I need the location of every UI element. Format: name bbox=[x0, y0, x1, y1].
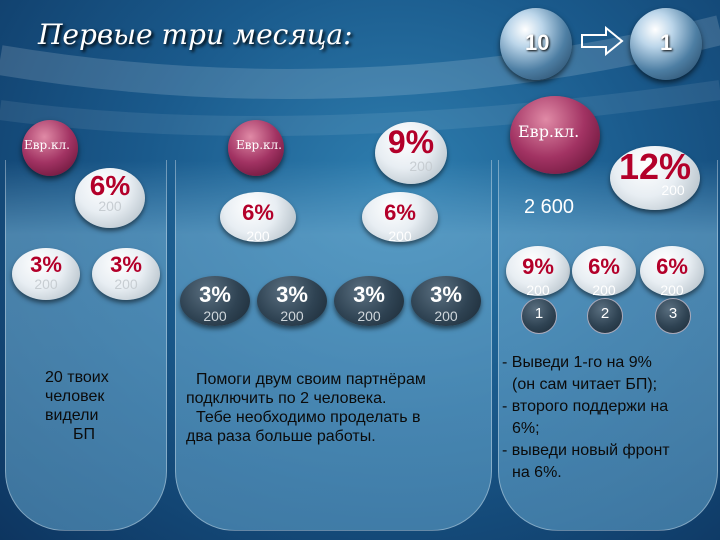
panel2-bottom-pct: 3% bbox=[430, 282, 462, 307]
panel1-mid-pct: 6% bbox=[89, 170, 131, 201]
panel3-text-line: (он сам читает БП); bbox=[512, 376, 658, 393]
panel3-num-3: 3 bbox=[655, 298, 691, 334]
panel1-mid-bubble: 6% 200 bbox=[75, 168, 145, 228]
panel2-bottom-bubble-4: 3% 200 bbox=[411, 276, 481, 326]
panel1-text-line: БП bbox=[73, 426, 95, 443]
nav-orb-left-label: 10 bbox=[525, 30, 550, 55]
panel2-bottom-amt: 200 bbox=[203, 308, 227, 324]
panel3-row-bubble-1: 9% 200 bbox=[506, 246, 570, 298]
panel2-bottom-amt: 200 bbox=[434, 308, 458, 324]
panel2-bottom-bubble-3: 3% 200 bbox=[334, 276, 404, 326]
panel2-evr-badge: Евр.кл. bbox=[228, 120, 284, 176]
panel2-bottom-amt: 200 bbox=[357, 308, 381, 324]
panel3-top-pct: 12% bbox=[618, 146, 692, 187]
panel2-midleft-bubble: 6% 200 bbox=[220, 192, 296, 244]
panel1-mid-amt: 200 bbox=[98, 198, 122, 214]
nav-orb-right-label: 1 bbox=[660, 30, 673, 55]
panel3-top-bubble: 12% 200 bbox=[610, 146, 700, 210]
panel1-left-amt: 200 bbox=[34, 276, 58, 292]
panel2-midright-bubble: 6% 200 bbox=[362, 192, 438, 244]
panel2-text-line: Тебе необходимо проделать в bbox=[196, 409, 421, 426]
panel1-evr-badge: Евр.кл. bbox=[22, 120, 78, 176]
panel1-text-line: 20 твоих bbox=[45, 369, 109, 386]
panel1-right-bubble: 3% 200 bbox=[92, 248, 160, 300]
panel2-bottom-pct: 3% bbox=[199, 282, 231, 307]
panel3-text-line: - Выведи 1-го на 9% bbox=[502, 354, 652, 371]
panel3-row-amt: 200 bbox=[526, 282, 550, 298]
panel3-text-line: - выведи новый фронт bbox=[502, 442, 670, 459]
panel2-midleft-amt: 200 bbox=[246, 228, 270, 244]
panel1-right-pct: 3% bbox=[110, 252, 142, 277]
panel2-top-amt: 200 bbox=[409, 158, 433, 174]
panel2-top-bubble: 9% 200 bbox=[375, 122, 447, 184]
nav-orb-left[interactable] bbox=[500, 8, 572, 80]
panel1-left-pct: 3% bbox=[30, 252, 62, 277]
panel2-midright-amt: 200 bbox=[388, 228, 412, 244]
page-title: Первые три месяца: bbox=[38, 18, 353, 51]
panel2-text: Помоги двум своим партнёрам подключить п… bbox=[186, 370, 486, 446]
panel2-bottom-amt: 200 bbox=[280, 308, 304, 324]
panel3-row-pct: 6% bbox=[588, 254, 620, 279]
panel1-left-bubble: 3% 200 bbox=[12, 248, 80, 300]
panel1-text-line: видели bbox=[45, 407, 99, 424]
panel3-text: - Выведи 1-го на 9% (он сам читает БП); … bbox=[502, 352, 716, 484]
panel2-midright-pct: 6% bbox=[384, 200, 416, 225]
panel1-evr-label: Евр.кл. bbox=[24, 138, 70, 152]
panel1-text-line: человек bbox=[45, 388, 105, 405]
panel3-row-pct: 9% bbox=[522, 254, 554, 279]
panel3-top-amt: 200 bbox=[661, 182, 685, 198]
panel2-midleft-pct: 6% bbox=[242, 200, 274, 225]
panel2-top-pct: 9% bbox=[387, 124, 435, 160]
panel-3 bbox=[498, 160, 718, 531]
panel2-bottom-bubble-1: 3% 200 bbox=[180, 276, 250, 326]
nav-orb-right[interactable] bbox=[630, 8, 702, 80]
panel3-total: 2 600 bbox=[524, 196, 575, 218]
panel3-row-bubble-3: 6% 200 bbox=[640, 246, 704, 298]
panel2-text-line: подключить по 2 человека. bbox=[186, 390, 387, 407]
panel1-text: 20 твоих человек видели БП bbox=[45, 368, 155, 444]
panel-1 bbox=[5, 160, 167, 531]
panel2-text-line: Помоги двум своим партнёрам bbox=[196, 371, 426, 388]
panel2-bottom-pct: 3% bbox=[276, 282, 308, 307]
panel3-row-amt: 200 bbox=[660, 282, 684, 298]
panel3-num-2: 2 bbox=[587, 298, 623, 334]
panel2-evr-label: Евр.кл. bbox=[236, 138, 282, 152]
panel3-row-bubble-2: 6% 200 bbox=[572, 246, 636, 298]
panel3-evr-label: Евр.кл. bbox=[518, 122, 580, 141]
panel2-text-line: два раза больше работы. bbox=[186, 428, 376, 445]
panel3-row-pct: 6% bbox=[656, 254, 688, 279]
panel2-bottom-bubble-2: 3% 200 bbox=[257, 276, 327, 326]
panel3-text-line: на 6%. bbox=[512, 464, 562, 481]
panel3-num-1: 1 bbox=[521, 298, 557, 334]
panel3-text-line: 6%; bbox=[512, 420, 540, 437]
panel3-evr-badge: Евр.кл. bbox=[510, 96, 600, 174]
panel2-bottom-pct: 3% bbox=[353, 282, 385, 307]
panel3-row-amt: 200 bbox=[592, 282, 616, 298]
panel1-right-amt: 200 bbox=[114, 276, 138, 292]
arrow-right-icon bbox=[580, 25, 624, 57]
panel3-text-line: - второго поддержи на bbox=[502, 398, 669, 415]
